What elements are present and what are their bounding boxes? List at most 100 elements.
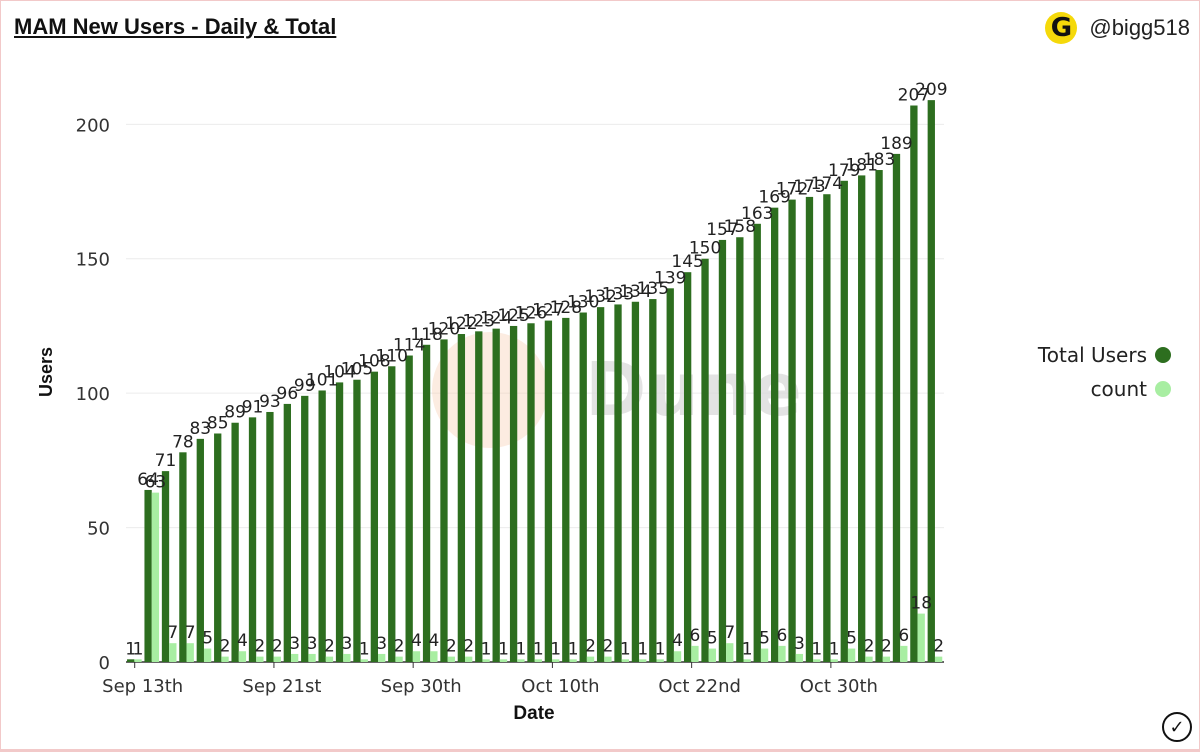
count-label: 1	[655, 639, 666, 659]
author-handle[interactable]: @bigg518	[1089, 15, 1190, 40]
x-tick-label: Sep 21st	[242, 676, 321, 697]
total-users-label: 71	[155, 451, 177, 471]
count-bar	[813, 659, 821, 662]
count-label: 6	[690, 626, 701, 646]
count-label: 7	[185, 623, 196, 643]
total-users-bar	[127, 659, 135, 662]
total-users-bar	[214, 433, 222, 662]
total-users-bar	[457, 334, 466, 662]
count-bar	[830, 659, 838, 662]
y-axis-label: Users	[36, 347, 56, 397]
total-users-label: 96	[277, 384, 299, 404]
total-users-label: 132	[584, 287, 616, 307]
count-label: 4	[237, 631, 248, 651]
total-users-label: 135	[637, 279, 669, 299]
total-users-label: 209	[915, 80, 947, 100]
count-bar	[430, 651, 438, 662]
count-bar	[482, 659, 490, 662]
total-users-bar	[492, 328, 500, 662]
count-label: 1	[515, 639, 526, 659]
total-users-label: 157	[706, 220, 738, 240]
count-label: 1	[133, 639, 144, 659]
count-bar	[134, 659, 142, 662]
data-labels: 1647178838589919396991011041051081101141…	[125, 80, 947, 659]
count-label: 4	[428, 631, 439, 651]
total-users-bar	[475, 331, 483, 662]
count-bar	[290, 653, 299, 662]
count-label: 2	[254, 637, 265, 657]
x-tick-label: Oct 30th	[800, 676, 878, 697]
total-users-label: 104	[323, 362, 355, 382]
x-tick-label: Oct 10th	[521, 676, 599, 697]
total-users-label: 122	[445, 314, 477, 334]
count-label: 6	[898, 626, 909, 646]
count-bar	[673, 651, 682, 662]
count-bar	[203, 648, 212, 662]
total-users-bar	[771, 207, 779, 663]
total-users-label: 183	[863, 150, 895, 170]
count-label: 1	[620, 639, 631, 659]
count-label: 2	[603, 637, 614, 657]
total-users-bar	[161, 471, 170, 662]
count-label: 2	[446, 637, 457, 657]
total-users-bar	[579, 312, 587, 662]
x-axis: Sep 13th Sep 21st Sep 30th Oct 10th Oct 22nd…	[102, 662, 878, 697]
y-tick-label: 50	[87, 519, 110, 540]
total-users-label: 163	[741, 204, 773, 224]
total-users-label: 83	[189, 419, 211, 439]
total-users-bar	[196, 438, 204, 662]
total-users-bar	[683, 272, 692, 662]
total-users-label: 189	[880, 134, 912, 154]
legend-label[interactable]: count	[1091, 377, 1148, 401]
total-users-label: 125	[497, 306, 529, 326]
count-label: 1	[742, 639, 753, 659]
count-bar	[569, 659, 577, 662]
total-users-bar	[422, 344, 431, 662]
total-users-bar	[736, 237, 744, 662]
count-bar	[847, 648, 856, 662]
total-users-bar	[562, 317, 570, 662]
total-users-bar	[858, 175, 866, 662]
count-label: 2	[220, 637, 231, 657]
total-users-label: 99	[294, 376, 316, 396]
count-bar	[412, 651, 421, 662]
count-label: 3	[289, 634, 300, 654]
count-label: 1	[359, 639, 370, 659]
total-users-label: 169	[758, 188, 790, 208]
total-users-bar	[596, 307, 605, 662]
count-label: 2	[864, 637, 875, 657]
x-tick-label: Sep 13th	[102, 676, 183, 697]
count-bar	[760, 648, 769, 662]
legend-label[interactable]: Total Users	[1037, 343, 1147, 367]
total-users-bar	[301, 395, 309, 662]
count-bar	[447, 656, 455, 662]
count-bar	[917, 613, 925, 662]
count-label: 1	[550, 639, 561, 659]
total-users-label: 93	[259, 392, 281, 412]
count-label: 1	[811, 639, 822, 659]
author-badge[interactable]: G @bigg518	[1045, 12, 1190, 44]
total-users-label: 89	[224, 403, 246, 423]
total-users-label: 173	[793, 177, 825, 197]
count-bar	[273, 656, 281, 662]
count-label: 1	[568, 639, 579, 659]
count-bar	[552, 659, 560, 662]
y-axis: 0 50 100 150 200	[76, 115, 110, 674]
y-tick-label: 200	[76, 115, 110, 136]
total-users-bar	[544, 320, 553, 662]
count-bar	[221, 656, 229, 662]
total-users-label: 124	[480, 309, 512, 329]
author-logo-icon: G	[1045, 12, 1078, 44]
count-label: 7	[167, 623, 178, 643]
count-label: 2	[272, 637, 283, 657]
count-bar	[238, 651, 247, 662]
count-bar	[778, 645, 786, 662]
count-bar	[900, 645, 908, 662]
x-tick-label: Oct 22nd	[658, 676, 741, 697]
count-label: 3	[341, 634, 352, 654]
total-users-bar	[440, 339, 448, 662]
verified-check-icon[interactable]: ✓	[1162, 712, 1192, 742]
total-users-label: 78	[172, 432, 194, 452]
count-bar	[691, 645, 699, 662]
total-users-bar	[910, 105, 918, 663]
